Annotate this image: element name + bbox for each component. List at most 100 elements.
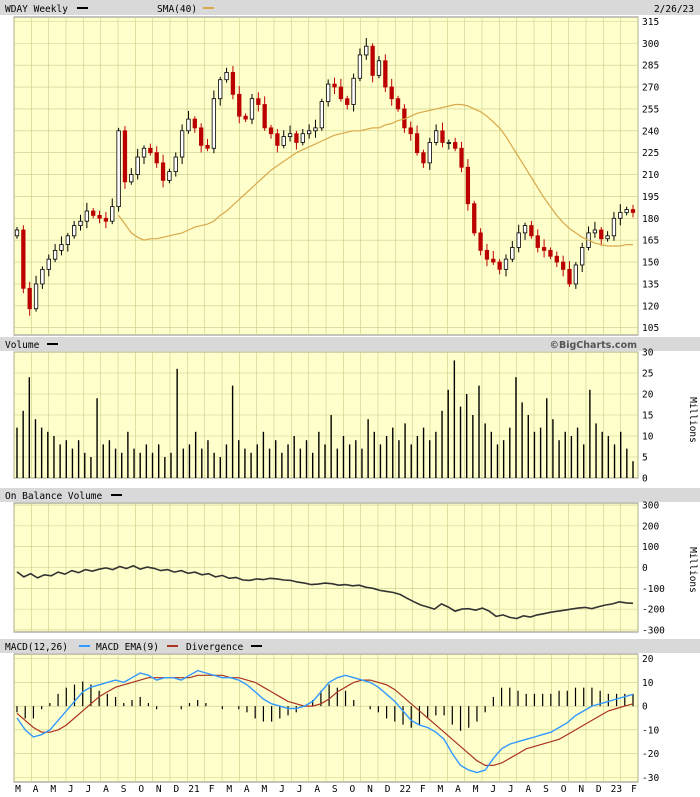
price-candle xyxy=(116,130,121,208)
price-candle xyxy=(21,229,26,289)
brand-label: ©BigCharts.com xyxy=(550,340,638,351)
price-candle xyxy=(218,79,223,100)
price-candle xyxy=(345,98,350,105)
price-y-tick-label: 225 xyxy=(642,148,659,159)
price-candle xyxy=(52,249,58,260)
x-tick-label: M xyxy=(50,784,56,795)
price-candle xyxy=(192,118,197,129)
x-tick-label: A xyxy=(526,784,532,795)
price-candle xyxy=(59,244,64,251)
price-candle xyxy=(338,86,344,100)
price-candle xyxy=(478,232,483,251)
price-y-tick-label: 165 xyxy=(642,236,659,247)
price-candle xyxy=(262,104,267,129)
symbol-label: WDAY Weekly xyxy=(5,4,68,15)
obv-y-tick-label: -200 xyxy=(642,605,665,616)
price-candle xyxy=(433,130,439,143)
x-tick-label: S xyxy=(543,784,549,795)
obv-y-tick-label: 200 xyxy=(642,521,659,532)
price-candle xyxy=(541,247,547,251)
x-tick-label: A xyxy=(314,784,320,795)
price-candle xyxy=(592,229,598,234)
macd-y-tick-label: -30 xyxy=(642,773,659,784)
price-candle xyxy=(186,118,191,132)
price-candle xyxy=(611,217,617,237)
price-candle xyxy=(230,72,236,95)
x-tick-label: O xyxy=(561,784,567,795)
price-candle xyxy=(459,147,464,168)
macd-ema-line xyxy=(16,674,634,766)
price-candle xyxy=(357,54,363,79)
price-candle xyxy=(440,130,445,143)
price-candle xyxy=(383,60,388,88)
price-candle xyxy=(14,229,20,237)
price-candle xyxy=(224,72,229,81)
price-candle xyxy=(65,235,70,245)
macd-y-tick-label: -10 xyxy=(642,725,659,736)
price-candle xyxy=(326,83,331,103)
x-tick-label: J xyxy=(68,784,74,795)
volume-y-tick-label: 5 xyxy=(642,453,648,464)
price-y-tick-label: 105 xyxy=(642,323,659,334)
price-candle xyxy=(300,133,305,143)
x-tick-label: N xyxy=(367,784,373,795)
price-y-tick-label: 195 xyxy=(642,192,659,203)
price-candle xyxy=(522,225,528,234)
price-candle xyxy=(421,152,426,164)
price-candle xyxy=(395,98,401,110)
price-candle xyxy=(179,130,185,158)
price-candle xyxy=(294,133,299,143)
x-tick-label: D xyxy=(596,784,602,795)
obv-header-bar xyxy=(0,488,700,502)
volume-y-tick-label: 0 xyxy=(642,474,648,485)
price-candle xyxy=(78,220,83,226)
obv-panel: -300 -200 -100 0 100 200 300 xyxy=(13,501,665,636)
price-candle xyxy=(97,214,102,219)
volume-y-tick-label: 30 xyxy=(642,348,654,359)
price-candle xyxy=(567,268,572,285)
price-candle xyxy=(484,249,490,260)
x-tick-label: D xyxy=(385,784,391,795)
price-candle xyxy=(408,127,413,135)
price-candle xyxy=(173,156,178,173)
price-candle xyxy=(618,212,623,219)
price-candle xyxy=(281,136,286,146)
price-candle xyxy=(599,229,604,240)
x-tick-label: F xyxy=(631,784,637,795)
price-candle xyxy=(560,261,566,270)
x-tick-label: M xyxy=(15,784,21,795)
price-y-tick-label: 270 xyxy=(642,83,659,94)
price-y-tick-label: 210 xyxy=(642,170,659,181)
price-candle xyxy=(554,255,559,263)
price-candle xyxy=(148,147,153,154)
price-header-bar xyxy=(0,0,700,15)
volume-y-tick-label: 15 xyxy=(642,411,653,422)
x-tick-label: O xyxy=(350,784,356,795)
price-candle xyxy=(211,98,217,149)
price-candle xyxy=(275,133,280,146)
price-candle xyxy=(535,235,540,248)
x-tick-label: A xyxy=(455,784,461,795)
macd-panel: -30 -20 -10 0 10 20 xyxy=(13,653,659,784)
price-candle xyxy=(313,127,318,132)
volume-y-tick-label: 20 xyxy=(642,390,654,401)
price-y-tick-label: 285 xyxy=(642,61,659,72)
price-candle xyxy=(306,130,312,135)
price-candle xyxy=(167,171,172,181)
price-candle xyxy=(249,98,255,120)
price-candle xyxy=(605,235,610,240)
price-candle xyxy=(332,83,337,88)
price-y-tick-label: 180 xyxy=(642,214,659,225)
price-candle xyxy=(364,45,369,56)
x-tick-label: J xyxy=(490,784,496,795)
x-tick-label: J xyxy=(508,784,514,795)
price-candle xyxy=(110,206,115,222)
x-tick-label: 23 xyxy=(611,784,622,795)
x-tick-label: A xyxy=(244,784,250,795)
date-label: 2/26/23 xyxy=(654,4,694,15)
x-tick-label: J xyxy=(297,784,303,795)
price-candle xyxy=(33,283,39,310)
x-tick-label: N xyxy=(578,784,584,795)
price-y-tick-label: 255 xyxy=(642,104,659,115)
x-tick-label: 22 xyxy=(399,784,410,795)
